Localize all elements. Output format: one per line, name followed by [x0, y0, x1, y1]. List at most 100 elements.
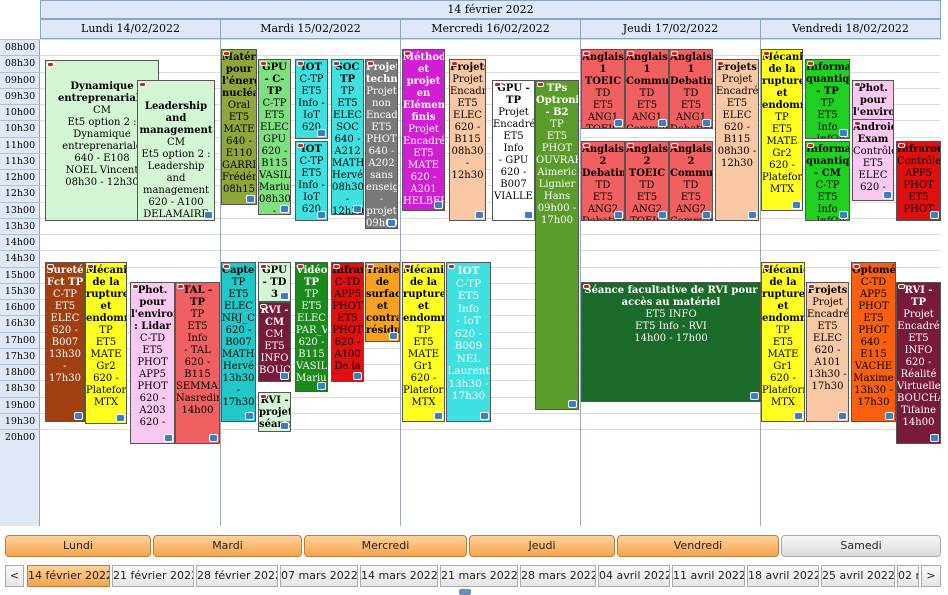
close-icon[interactable] [627, 143, 634, 148]
edit-icon[interactable] [387, 219, 396, 227]
week-button[interactable]: 07 mars 2022 [280, 565, 358, 587]
close-icon[interactable] [297, 61, 304, 66]
week-button[interactable]: 21 mars 2022 [440, 565, 518, 587]
edit-icon[interactable] [568, 400, 577, 408]
edit-icon[interactable] [280, 422, 289, 430]
close-icon[interactable] [583, 143, 590, 148]
event-block[interactable]: Anglais 2 TOEICTDET5ANG2TOEIC [625, 141, 669, 221]
edit-icon[interactable] [389, 332, 398, 340]
event-block[interactable]: Mécanique de la rupture et endommagement… [402, 262, 445, 422]
close-icon[interactable] [854, 121, 861, 126]
edit-icon[interactable] [317, 382, 326, 390]
close-icon[interactable] [139, 82, 146, 87]
event-block[interactable]: Projets Projet Encadré ET5 ELEC 620 - A101 13h3… [806, 282, 849, 422]
close-icon[interactable] [854, 82, 861, 87]
day-button-saturday[interactable]: Samedi [781, 535, 941, 557]
event-block[interactable]: Matériaux pour l'énergie nucléaireOralET… [221, 49, 257, 205]
event-block[interactable]: IOT C-TP ET5 Info - IoT 620 [295, 59, 328, 139]
day-button-thursday[interactable]: Jeudi [469, 535, 615, 557]
week-button[interactable]: 25 avril 2022 [821, 565, 895, 587]
edit-icon[interactable] [280, 205, 289, 213]
edit-icon[interactable] [480, 412, 489, 420]
event-block[interactable]: Anglais 2 DebatingTDET5ANG2Debating [581, 141, 625, 221]
event-block[interactable]: Anglais 2 CommunicationTDET5ANG2Communi [669, 141, 713, 221]
day-button-friday[interactable]: Vendredi [617, 535, 779, 557]
close-icon[interactable] [763, 51, 770, 56]
close-icon[interactable] [717, 61, 724, 66]
edit-icon[interactable] [750, 392, 759, 400]
close-icon[interactable] [260, 61, 267, 66]
close-icon[interactable] [297, 143, 304, 148]
close-icon[interactable] [671, 51, 678, 56]
close-icon[interactable] [451, 61, 458, 66]
edit-icon[interactable] [658, 119, 667, 127]
edit-icon[interactable] [794, 412, 803, 420]
edit-icon[interactable] [280, 372, 289, 380]
edit-icon[interactable] [885, 412, 894, 420]
close-icon[interactable] [297, 264, 304, 269]
edit-icon[interactable] [434, 412, 443, 420]
edit-icon[interactable] [246, 195, 255, 203]
close-icon[interactable] [671, 143, 678, 148]
event-block[interactable]: Android Exam Contrôle ET5 ELEC 620 - [852, 119, 894, 201]
close-icon[interactable] [223, 51, 230, 56]
week-button[interactable]: 28 mars 2022 [520, 565, 596, 587]
event-block[interactable]: RVI - CMCMET5INFOBOUCH [258, 302, 291, 382]
close-icon[interactable] [808, 284, 815, 289]
close-icon[interactable] [260, 394, 267, 399]
close-icon[interactable] [132, 284, 139, 289]
close-icon[interactable] [367, 264, 374, 269]
close-icon[interactable] [763, 264, 770, 269]
close-icon[interactable] [898, 143, 905, 148]
edit-icon[interactable] [245, 412, 254, 420]
prev-week-button[interactable]: < [5, 565, 24, 587]
week-button[interactable]: 28 février 2022 [196, 565, 278, 587]
edit-icon[interactable] [74, 412, 83, 420]
close-icon[interactable] [367, 61, 374, 66]
close-icon[interactable] [47, 62, 54, 67]
close-icon[interactable] [404, 264, 411, 269]
event-block[interactable]: GPU - TP Projet Encadré ET5 Info - GPU 620 -B… [492, 80, 535, 221]
close-icon[interactable] [627, 51, 634, 56]
week-button[interactable]: 14 février 2022 [27, 565, 110, 587]
edit-icon[interactable] [475, 211, 484, 219]
day-button-tuesday[interactable]: Mardi [153, 535, 302, 557]
close-icon[interactable] [260, 264, 267, 269]
week-button[interactable]: 18 avril 2022 [747, 565, 819, 587]
week-button[interactable]: 04 avril 2022 [598, 565, 670, 587]
event-block[interactable]: Mécanique de la rupture et endommagement… [761, 49, 803, 211]
edit-icon[interactable] [839, 129, 848, 137]
event-block[interactable]: Méthode et projet en Eléments finisProje… [402, 49, 445, 211]
close-icon[interactable] [223, 264, 230, 269]
event-block[interactable]: GPU - TD 3TD [258, 262, 291, 302]
event-block[interactable]: Mécanique de la rupture et endommagement… [85, 262, 127, 424]
week-button[interactable]: 11 avril 2022 [672, 565, 745, 587]
event-block[interactable]: Traitement de surface et contraintes rés… [365, 262, 400, 342]
next-week-button[interactable]: > [921, 565, 941, 587]
close-icon[interactable] [260, 304, 267, 309]
event-block[interactable]: Leadership and management CM Et5 option 2 … [137, 80, 215, 221]
close-icon[interactable] [583, 51, 590, 56]
edit-icon[interactable] [930, 434, 939, 442]
week-button[interactable]: 21 février 2022 [112, 565, 194, 587]
edit-icon[interactable] [353, 372, 362, 380]
close-icon[interactable] [47, 264, 54, 269]
event-block[interactable]: RVI - projet séance [258, 392, 291, 432]
close-icon[interactable] [333, 264, 340, 269]
event-block[interactable]: IOT C-TP ET5 Info - IoT 620 [295, 141, 328, 221]
calendar-grid[interactable]: Dynamique entreprenariale CM Et5 option 2 … [40, 39, 941, 526]
edit-icon[interactable] [748, 211, 757, 219]
event-block[interactable]: Phot. pour l'environnement : LidarC-TDET… [130, 282, 175, 444]
event-block[interactable]: Anglais 1 DebatingTDET5ANG1Debating [669, 49, 713, 129]
close-icon[interactable] [333, 61, 340, 66]
edit-icon[interactable] [792, 201, 801, 209]
